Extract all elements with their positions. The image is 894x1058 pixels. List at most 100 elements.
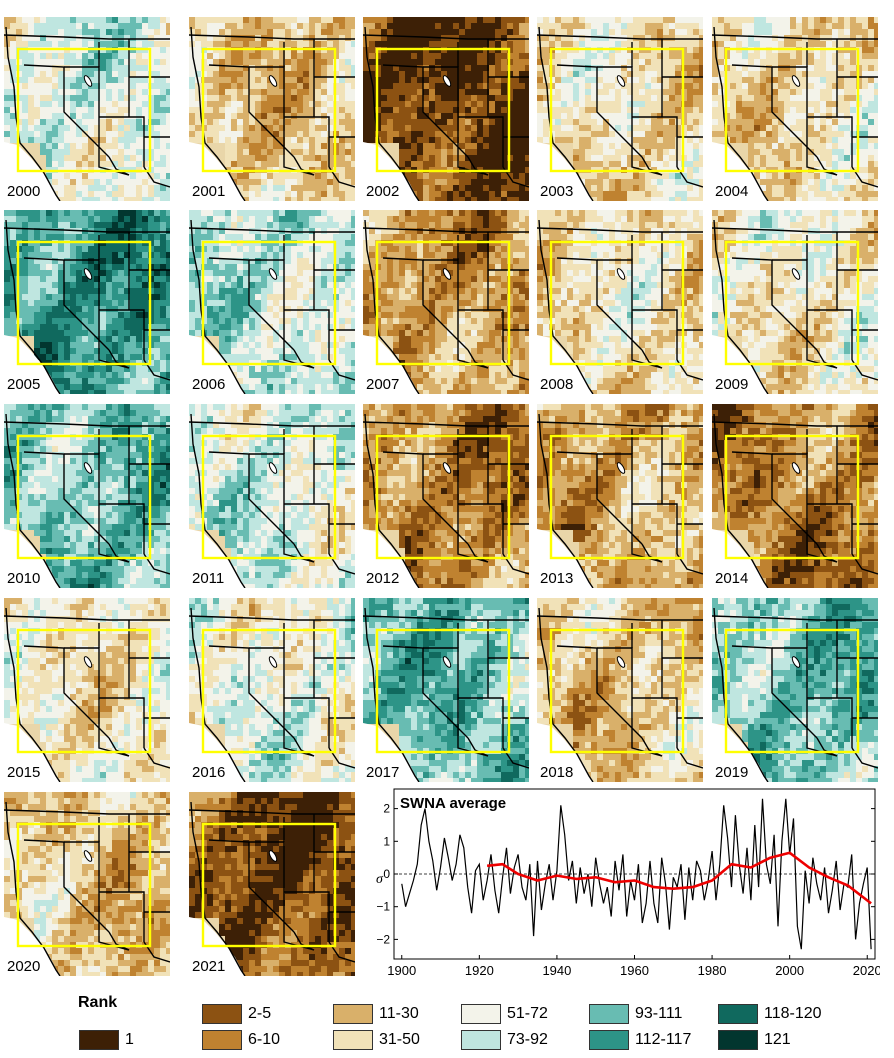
- map-panel-2018: 2018: [537, 598, 703, 782]
- map-year-label: 2018: [539, 764, 577, 781]
- map-image: [189, 17, 355, 201]
- map-year-label: 2015: [6, 764, 44, 781]
- map-image: [189, 404, 355, 588]
- x-tick-label: 1900: [387, 963, 416, 978]
- legend-label: 2-5: [248, 1005, 272, 1022]
- map-panel-2000: 2000: [4, 17, 170, 201]
- map-image: [4, 404, 170, 588]
- chart-title: SWNA average: [400, 795, 506, 812]
- x-tick-label: 2020: [853, 963, 880, 978]
- map-panel-2012: 2012: [363, 404, 529, 588]
- map-year-label: 2010: [6, 570, 44, 587]
- map-panel-2008: 2008: [537, 210, 703, 394]
- legend-swatch: [333, 1030, 373, 1050]
- legend-label: 121: [764, 1031, 791, 1048]
- map-year-label: 2004: [714, 183, 752, 200]
- legend-swatch: [589, 1030, 629, 1050]
- map-panel-2006: 2006: [189, 210, 355, 394]
- x-tick-label: 1960: [620, 963, 649, 978]
- map-year-label: 2014: [714, 570, 752, 587]
- legend-label: 1: [125, 1031, 134, 1048]
- map-image: [712, 598, 878, 782]
- legend-label: 6-10: [248, 1031, 281, 1048]
- map-image: [363, 210, 529, 394]
- legend-swatch: [202, 1004, 242, 1024]
- map-panel-2021: 2021: [189, 792, 355, 976]
- map-year-label: 2011: [191, 570, 228, 587]
- legend-title: Rank: [78, 994, 118, 1011]
- y-axis-label: σ: [376, 872, 384, 887]
- legend-label: 93-111: [635, 1005, 683, 1022]
- x-tick-label: 2000: [775, 963, 804, 978]
- map-image: [189, 210, 355, 394]
- map-image: [537, 17, 703, 201]
- map-panel-2007: 2007: [363, 210, 529, 394]
- legend-swatch: [79, 1030, 119, 1050]
- map-panel-2004: 2004: [712, 17, 878, 201]
- x-tick-label: 1940: [542, 963, 571, 978]
- legend-swatch: [461, 1004, 501, 1024]
- map-panel-2011: 2011: [189, 404, 355, 588]
- map-image: [363, 17, 529, 201]
- legend-swatch: [333, 1004, 373, 1024]
- map-panel-2005: 2005: [4, 210, 170, 394]
- map-panel-2003: 2003: [537, 17, 703, 201]
- map-image: [712, 210, 878, 394]
- legend-label: 112-117: [635, 1031, 692, 1048]
- map-panel-2019: 2019: [712, 598, 878, 782]
- map-panel-2016: 2016: [189, 598, 355, 782]
- legend-label: 11-30: [379, 1005, 419, 1022]
- map-panel-2002: 2002: [363, 17, 529, 201]
- y-tick-label: −2: [376, 932, 390, 946]
- x-tick-label: 1920: [465, 963, 494, 978]
- map-panel-2015: 2015: [4, 598, 170, 782]
- swna-average-chart: −2 −1 0 1 2 1900 1920 1940 1960 1980 2000 2020 SWNA …: [370, 787, 882, 992]
- map-image: [4, 792, 170, 976]
- y-tick-label: 1: [383, 834, 390, 848]
- map-year-label: 2016: [191, 764, 229, 781]
- legend-swatch: [718, 1030, 758, 1050]
- map-image: [189, 598, 355, 782]
- map-year-label: 2003: [539, 183, 577, 200]
- map-year-label: 2021: [191, 958, 229, 975]
- map-image: [4, 17, 170, 201]
- y-tick-label: 2: [383, 802, 390, 816]
- map-image: [712, 17, 878, 201]
- map-year-label: 2002: [365, 183, 403, 200]
- running-mean-line: [486, 851, 872, 905]
- map-year-label: 2006: [191, 376, 229, 393]
- maps-grid: 2000 2001 2002 2003 2004 2005 2006 2007 2008 2009…: [4, 17, 878, 976]
- map-image: [712, 404, 878, 588]
- map-image: [363, 404, 529, 588]
- legend-label: 51-72: [507, 1005, 548, 1022]
- map-year-label: 2020: [6, 958, 44, 975]
- map-panel-2001: 2001: [189, 17, 355, 201]
- map-panel-2013: 2013: [537, 404, 703, 588]
- legend-label: 31-50: [379, 1031, 420, 1048]
- map-year-label: 2009: [714, 376, 752, 393]
- map-image: [189, 792, 355, 976]
- legend-label: 73-92: [507, 1031, 548, 1048]
- legend-swatch: [202, 1030, 242, 1050]
- map-panel-2009: 2009: [712, 210, 878, 394]
- map-year-label: 2019: [714, 764, 752, 781]
- map-image: [537, 210, 703, 394]
- legend-label: 118-120: [764, 1005, 822, 1022]
- map-image: [4, 210, 170, 394]
- legend-swatch: [718, 1004, 758, 1024]
- map-year-label: 2001: [191, 183, 229, 200]
- map-year-label: 2005: [6, 376, 44, 393]
- map-panel-2010: 2010: [4, 404, 170, 588]
- y-tick-label: −1: [376, 900, 390, 914]
- y-tick-label: 0: [383, 867, 390, 881]
- map-image: [4, 598, 170, 782]
- map-panel-2017: 2017: [363, 598, 529, 782]
- map-image: [537, 404, 703, 588]
- legend-swatch: [461, 1030, 501, 1050]
- map-year-label: 2012: [365, 570, 403, 587]
- map-year-label: 2007: [365, 376, 403, 393]
- legend-swatch: [589, 1004, 629, 1024]
- map-year-label: 2008: [539, 376, 577, 393]
- swna-chart-canvas: −2 −1 0 1 2 1900 1920 1940 1960 1980 2000 2020 SWNA …: [376, 788, 882, 978]
- map-year-label: 2000: [6, 183, 44, 200]
